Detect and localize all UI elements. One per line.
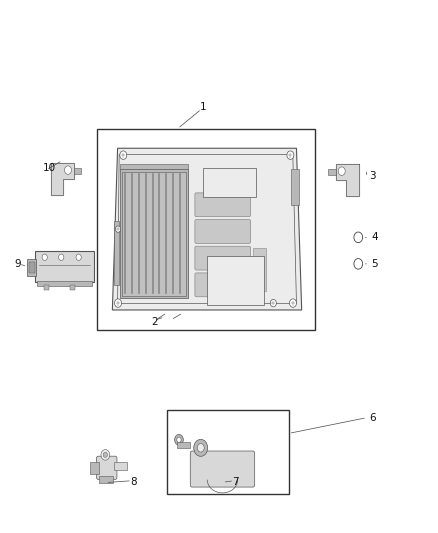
FancyBboxPatch shape bbox=[195, 273, 251, 297]
Polygon shape bbox=[336, 164, 359, 196]
Bar bbox=[207, 256, 264, 305]
Bar bbox=[120, 164, 188, 169]
Bar bbox=[37, 281, 92, 286]
Circle shape bbox=[287, 151, 294, 159]
Text: 9: 9 bbox=[14, 259, 21, 269]
Bar bbox=[44, 285, 49, 290]
Bar bbox=[97, 128, 315, 330]
Circle shape bbox=[116, 226, 120, 232]
Bar bbox=[74, 168, 81, 174]
Bar bbox=[253, 248, 266, 290]
Circle shape bbox=[290, 299, 297, 308]
Circle shape bbox=[354, 259, 363, 269]
Text: 8: 8 bbox=[130, 477, 136, 487]
Bar bbox=[328, 169, 336, 175]
Circle shape bbox=[197, 443, 204, 452]
FancyBboxPatch shape bbox=[195, 193, 251, 217]
Circle shape bbox=[76, 254, 81, 261]
Bar bbox=[291, 169, 299, 205]
FancyBboxPatch shape bbox=[195, 220, 251, 244]
Circle shape bbox=[120, 151, 127, 159]
Text: 4: 4 bbox=[371, 232, 378, 243]
Circle shape bbox=[101, 449, 110, 460]
Bar bbox=[89, 462, 99, 474]
Text: 3: 3 bbox=[369, 172, 376, 181]
Circle shape bbox=[59, 254, 64, 261]
Bar bbox=[114, 221, 119, 285]
Circle shape bbox=[103, 452, 107, 457]
FancyBboxPatch shape bbox=[195, 246, 251, 270]
Circle shape bbox=[270, 300, 276, 307]
Polygon shape bbox=[113, 148, 302, 310]
Bar bbox=[27, 259, 36, 276]
Text: 5: 5 bbox=[371, 259, 378, 269]
Circle shape bbox=[338, 167, 345, 175]
Bar bbox=[122, 172, 186, 296]
Circle shape bbox=[194, 439, 208, 456]
FancyBboxPatch shape bbox=[190, 451, 254, 487]
Bar bbox=[203, 168, 256, 197]
Bar bbox=[28, 262, 35, 273]
Text: 1: 1 bbox=[199, 102, 206, 112]
Circle shape bbox=[42, 254, 47, 261]
Circle shape bbox=[115, 299, 121, 308]
Circle shape bbox=[64, 166, 71, 174]
Text: 10: 10 bbox=[43, 164, 56, 173]
FancyBboxPatch shape bbox=[96, 456, 117, 479]
Circle shape bbox=[175, 434, 184, 445]
Bar bbox=[167, 410, 289, 495]
Text: 2: 2 bbox=[152, 317, 158, 327]
Bar bbox=[99, 476, 113, 482]
Bar bbox=[35, 251, 94, 282]
Text: 6: 6 bbox=[369, 413, 376, 423]
Bar bbox=[177, 442, 190, 448]
Bar bbox=[70, 285, 75, 290]
Bar bbox=[114, 462, 127, 470]
Circle shape bbox=[177, 437, 181, 442]
Text: 7: 7 bbox=[232, 477, 239, 487]
Polygon shape bbox=[51, 163, 74, 195]
Circle shape bbox=[354, 232, 363, 243]
Bar bbox=[120, 169, 188, 298]
